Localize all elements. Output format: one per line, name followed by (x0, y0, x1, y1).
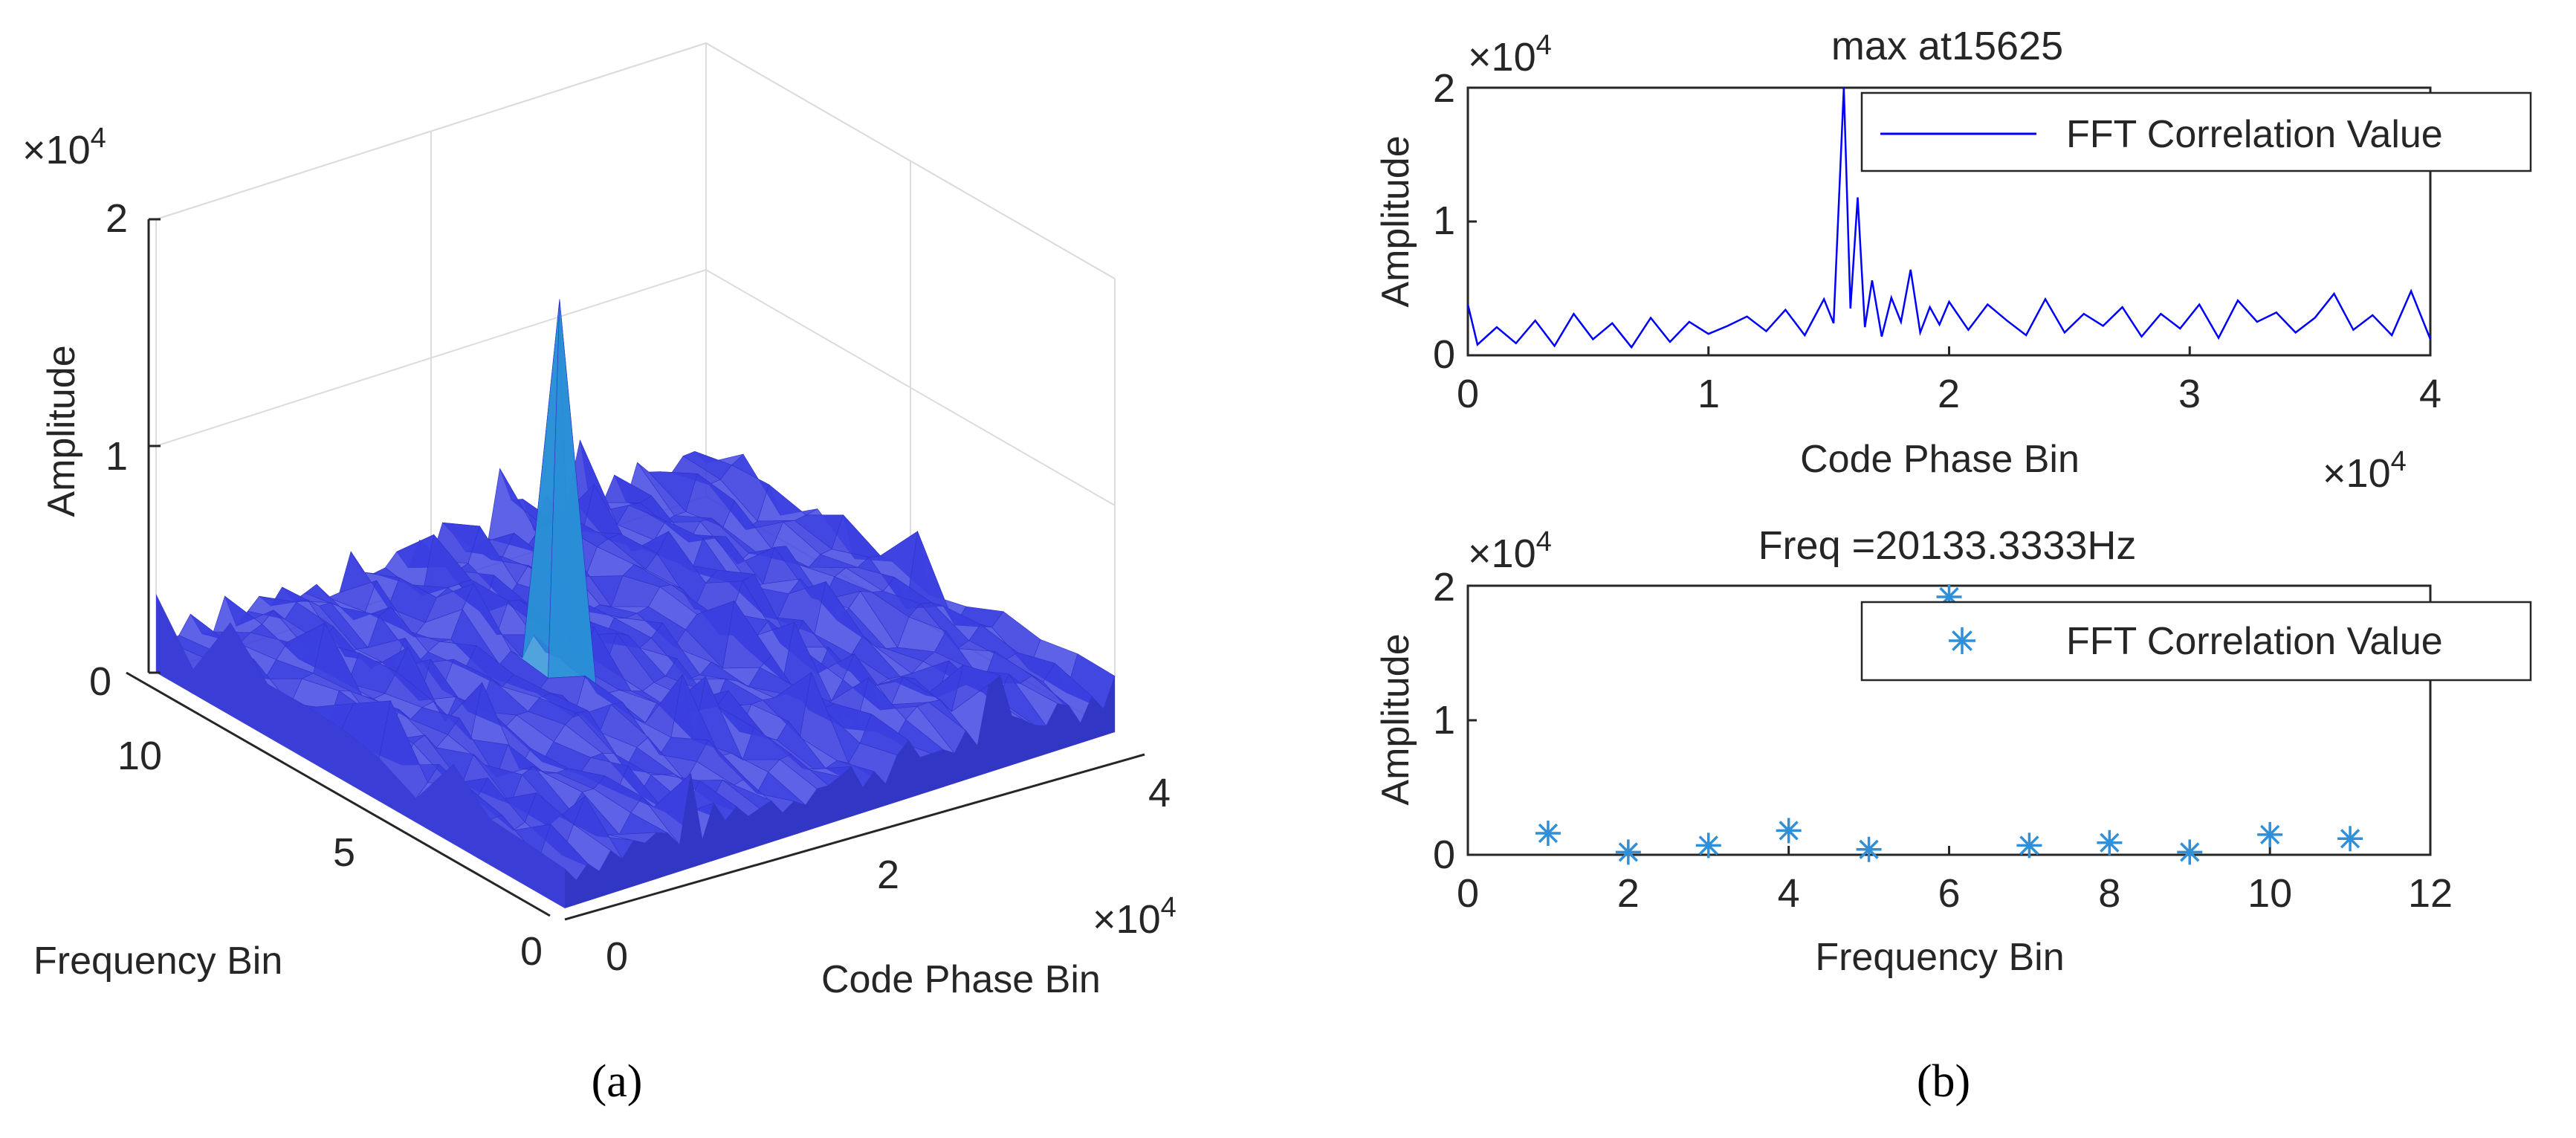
marker-stroke (1779, 821, 1799, 841)
scatter-point (1695, 833, 1721, 859)
scatter-point (2097, 830, 2123, 856)
x-tick-label: 2 (1938, 372, 1960, 416)
x-exponent-power: 4 (1161, 892, 1177, 923)
marker-stroke (2100, 833, 2120, 853)
wall-edge (155, 42, 1116, 279)
scatter-x-tick-labels: 0 2 4 6 8 10 12 (1457, 871, 2453, 916)
x-tick-label: 4 (1148, 771, 1171, 815)
z-tick-label: 1 (106, 434, 128, 479)
marker-stroke (1618, 842, 1638, 862)
legend-label: FFT Correlation Value (2066, 620, 2443, 663)
x-tick-label: 10 (2247, 871, 2292, 916)
panel-a-caption: (a) (592, 1056, 643, 1107)
marker-stroke (2260, 824, 2280, 844)
y-axis-label: Frequency Bin (33, 940, 282, 983)
scatter-point (2337, 826, 2363, 852)
y-tick-label: 1 (1433, 698, 1455, 743)
line-series (1466, 87, 2432, 349)
x-axis-label: Frequency Bin (1815, 936, 2064, 979)
legend-marker-swatch (1949, 627, 1975, 654)
scatter-point (1615, 839, 1641, 865)
marker-stroke (1859, 839, 1879, 859)
marker-stroke (2340, 829, 2360, 849)
x-exponent-power: 4 (2391, 446, 2407, 477)
y-tick-label: 0 (1433, 332, 1455, 377)
x-tick-label: 2 (877, 853, 899, 897)
marker-stroke (1952, 630, 1973, 651)
y-exponent-power: 4 (1536, 30, 1552, 61)
y-axis-line (126, 671, 551, 917)
y-exponent-power: 4 (1536, 526, 1552, 557)
marker-stroke (2019, 835, 2039, 856)
y-tick-label: 0 (520, 929, 543, 974)
line-legend: FFT Correlation Value (1860, 91, 2532, 172)
y-tick-label: 5 (333, 830, 355, 875)
y-tick-label: 2 (1433, 66, 1455, 111)
wall-gridline (155, 42, 1116, 279)
line-axis-ticks (1466, 86, 2432, 357)
x-tick-label: 3 (2178, 372, 2201, 416)
surface-axes (126, 218, 1145, 921)
y-tick-label: 10 (117, 734, 162, 778)
marker-stroke (1698, 835, 1718, 856)
scatter-point (2016, 833, 2042, 859)
scatter-point (2257, 821, 2283, 847)
y-axis-label: Amplitude (1374, 633, 1417, 805)
x-tick-label: 4 (1778, 871, 1800, 916)
x-tick-label: 0 (1457, 871, 1479, 916)
scatter-legend: FFT Correlation Value (1860, 601, 2532, 682)
z-tick-label: 0 (89, 659, 111, 704)
scatter-plot-panel: Freq =20133.3333Hz ×104 0 1 2 Amplitude … (1374, 523, 2532, 1107)
x-tick-label: 8 (2098, 871, 2120, 916)
z-exponent-power: 4 (91, 123, 106, 154)
x-axis-label: Code Phase Bin (1800, 438, 2080, 481)
x-tick-label: 1 (1698, 372, 1720, 416)
surface-mesh (155, 299, 1116, 908)
wall-gridline (155, 268, 1116, 506)
y-tick-label: 1 (1433, 198, 1455, 243)
x-axis-label: Code Phase Bin (821, 958, 1101, 1001)
scatter-plot-title: Freq =20133.3333Hz (1758, 523, 2137, 568)
x-tick-label: 6 (1938, 871, 1960, 916)
marker-stroke (1538, 823, 1559, 844)
marker-stroke (2180, 842, 2200, 862)
scatter-point (1776, 818, 1802, 844)
scatter-series (1535, 584, 2363, 865)
y-exponent-label: ×104 (1468, 30, 1552, 80)
y-axis-label: Amplitude (1374, 135, 1417, 307)
z-exponent-label: ×104 (22, 123, 106, 172)
surface-front-skirt (565, 675, 1115, 908)
x-tick-label: 4 (2419, 372, 2441, 416)
x-exponent-label: ×104 (2323, 446, 2407, 496)
y-tick-label: 2 (1433, 565, 1455, 610)
line-plot-title: max at15625 (1831, 24, 2063, 68)
scatter-point (2177, 839, 2203, 865)
scatter-point (1856, 836, 1882, 862)
y-exponent-label: ×104 (1468, 526, 1552, 576)
z-tick-label: 2 (106, 196, 128, 241)
surface-side-skirt (156, 594, 565, 908)
x-tick-label: 0 (1457, 372, 1479, 416)
line-plot-panel: max at15625 ×104 0 1 2 Amplitude 0 1 2 3… (1374, 24, 2532, 496)
x-axis-line (564, 753, 1145, 921)
scatter-point (1535, 821, 1561, 847)
x-tick-label: 12 (2408, 871, 2453, 916)
x-exponent-label: ×104 (1093, 892, 1177, 942)
z-axis-label: Amplitude (40, 345, 83, 517)
x-tick-label: 2 (1617, 871, 1640, 916)
panel-b-caption: (b) (1917, 1056, 1970, 1107)
legend-marker (1949, 627, 1975, 654)
legend-label: FFT Correlation Value (2066, 113, 2443, 156)
legend-box (1860, 91, 2532, 172)
y-tick-label: 0 (1433, 833, 1455, 877)
surface-plot-panel: 0 1 2 ×104 Amplitude 10 5 0 Frequency Bi… (22, 42, 1177, 1107)
x-tick-label: 0 (606, 934, 628, 979)
fft-correlation-line (1466, 87, 2432, 349)
